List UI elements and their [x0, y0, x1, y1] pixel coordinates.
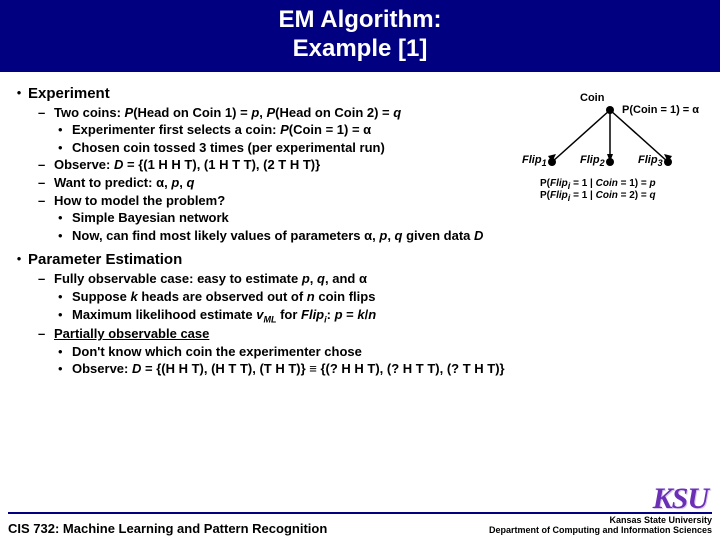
item-now-find: • Now, can find most likely values of pa…: [58, 227, 710, 245]
title-line-2: Example [1]: [0, 35, 720, 64]
item-suppose-k: • Suppose k heads are observed out of n …: [58, 288, 710, 306]
bullet-icon: •: [10, 250, 28, 268]
footer-dept: Kansas State University Department of Co…: [489, 516, 712, 536]
flip1-label: Flip1: [522, 154, 547, 168]
pcoin-label: P(Coin = 1) = α: [622, 104, 699, 116]
prob-eq-2: P(Flipi = 1 | Coin = 2) = q: [540, 190, 656, 203]
footer-course: CIS 732: Machine Learning and Pattern Re…: [8, 521, 327, 536]
title-bar: EM Algorithm: Example [1]: [0, 0, 720, 72]
flip3-label: Flip3: [638, 154, 663, 168]
bullet-icon: •: [10, 84, 28, 102]
flip2-label: Flip2: [580, 154, 605, 168]
section-2-head: Parameter Estimation: [28, 250, 182, 270]
bayes-net-diagram: Coin P(Coin = 1) = α Flip1 Flip2 Flip3 P…: [512, 94, 712, 224]
footer-divider: [8, 512, 712, 514]
title-line-1: EM Algorithm:: [0, 6, 720, 35]
ksu-logo: KSU: [653, 482, 708, 516]
item-observe-2: • Observe: D = {(H H T), (H T T), (T H T…: [58, 360, 710, 378]
coin-label: Coin: [580, 92, 604, 104]
item-fully-obs: – Fully observable case: easy to estimat…: [38, 270, 710, 288]
item-partial-obs: – Partially observable case: [38, 325, 710, 343]
item-mle: • Maximum likelihood estimate vML for Fl…: [58, 306, 710, 326]
footer: CIS 732: Machine Learning and Pattern Re…: [0, 512, 720, 536]
section-1-head: Experiment: [28, 84, 110, 104]
item-dont-know: • Don't know which coin the experimenter…: [58, 343, 710, 361]
